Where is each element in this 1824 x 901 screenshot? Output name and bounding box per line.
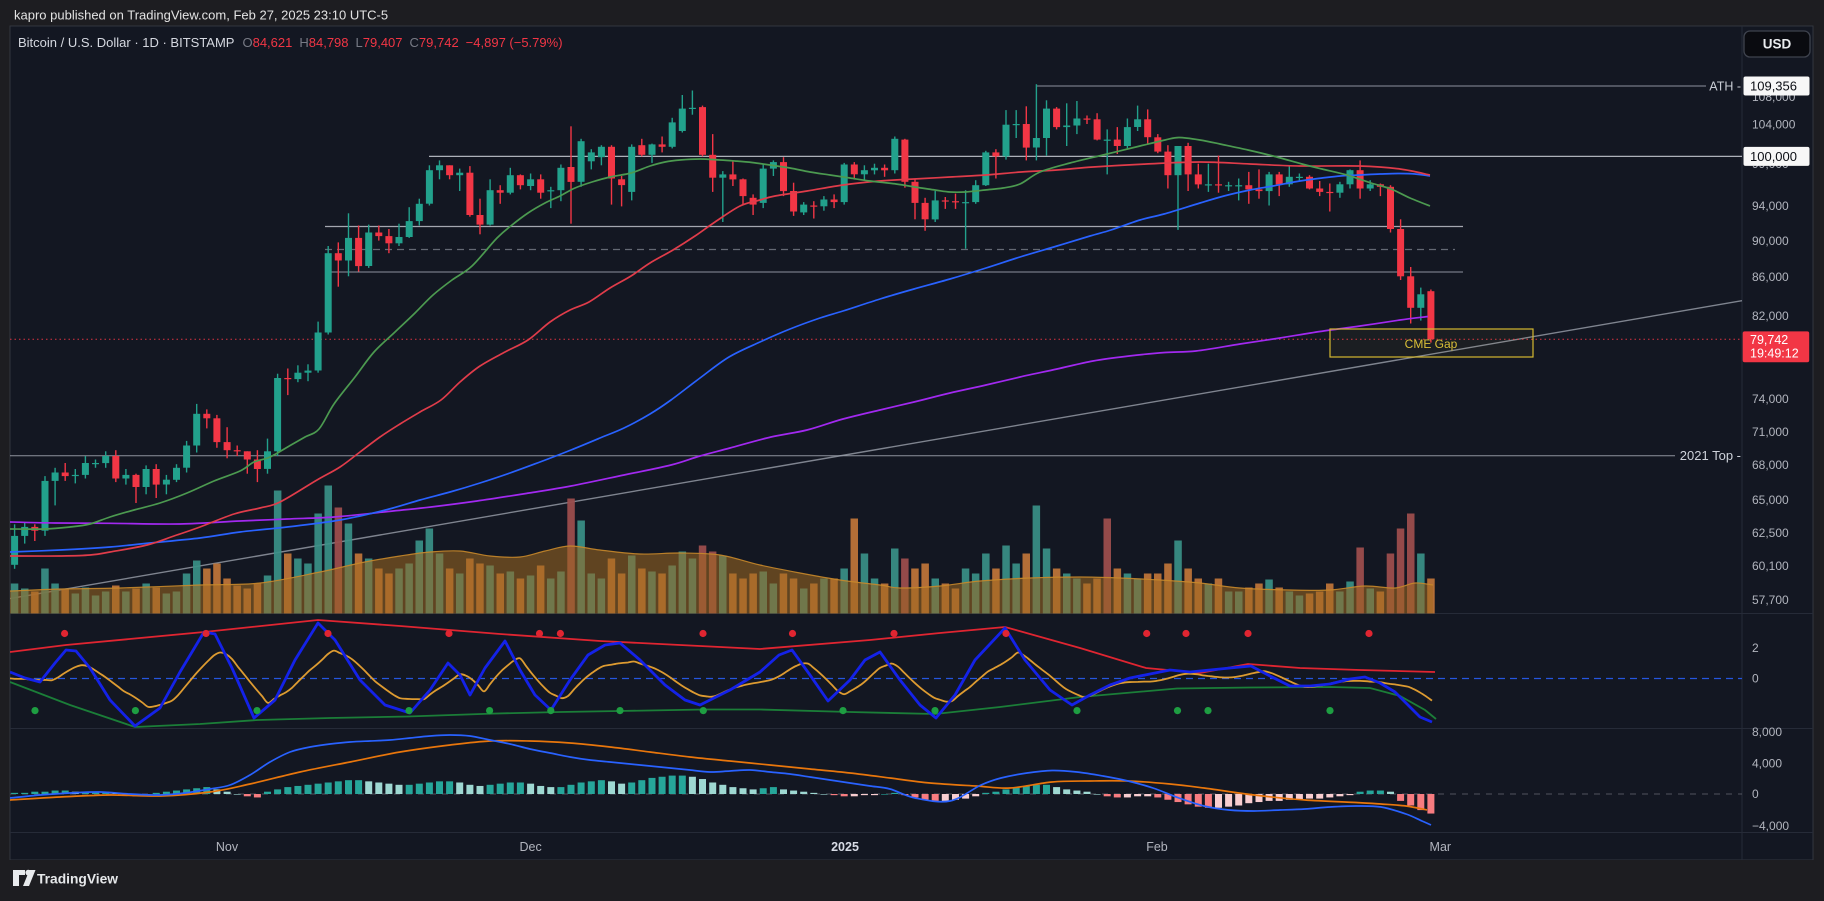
svg-text:100,000: 100,000: [1750, 149, 1797, 164]
svg-text:Feb: Feb: [1146, 840, 1168, 854]
svg-text:74,000: 74,000: [1752, 392, 1789, 406]
svg-text:Dec: Dec: [519, 840, 541, 854]
svg-text:86,000: 86,000: [1752, 270, 1789, 284]
svg-text:0: 0: [1752, 787, 1759, 801]
svg-text:−4,000: −4,000: [1752, 819, 1789, 833]
svg-text:60,100: 60,100: [1752, 559, 1789, 573]
svg-text:USD: USD: [1763, 37, 1792, 52]
svg-text:19:49:12: 19:49:12: [1750, 347, 1799, 361]
svg-text:TradingView: TradingView: [37, 872, 118, 887]
svg-text:0: 0: [1752, 672, 1759, 686]
svg-text:8,000: 8,000: [1752, 725, 1782, 739]
svg-text:2021 Top -: 2021 Top -: [1680, 448, 1741, 463]
svg-text:CME Gap: CME Gap: [1405, 337, 1458, 351]
svg-text:104,000: 104,000: [1752, 118, 1796, 132]
svg-text:4,000: 4,000: [1752, 757, 1782, 771]
svg-text:57,700: 57,700: [1752, 593, 1789, 607]
svg-text:109,356: 109,356: [1750, 79, 1797, 94]
svg-text:62,500: 62,500: [1752, 526, 1789, 540]
svg-text:2025: 2025: [831, 840, 859, 854]
svg-text:71,000: 71,000: [1752, 425, 1789, 439]
svg-text:kapro published on TradingView: kapro published on TradingView.com, Feb …: [14, 8, 388, 23]
svg-text:68,000: 68,000: [1752, 458, 1789, 472]
svg-text:Bitcoin / U.S. Dollar · 1D · B: Bitcoin / U.S. Dollar · 1D · BITSTAMP O84…: [18, 35, 563, 50]
svg-text:Nov: Nov: [216, 840, 239, 854]
svg-text:79,742: 79,742: [1750, 333, 1788, 347]
svg-text:82,000: 82,000: [1752, 309, 1789, 323]
svg-text:2: 2: [1752, 641, 1759, 655]
svg-text:ATH -: ATH -: [1709, 80, 1741, 94]
svg-text:65,000: 65,000: [1752, 493, 1789, 507]
svg-text:94,000: 94,000: [1752, 199, 1789, 213]
svg-text:Mar: Mar: [1430, 840, 1452, 854]
svg-text:90,000: 90,000: [1752, 234, 1789, 248]
